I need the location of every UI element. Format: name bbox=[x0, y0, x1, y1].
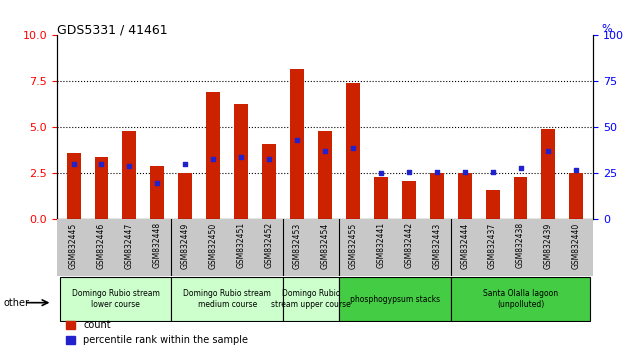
Point bbox=[236, 154, 246, 160]
Point bbox=[376, 171, 386, 176]
Text: Domingo Rubio
stream upper course: Domingo Rubio stream upper course bbox=[271, 290, 351, 309]
Bar bbox=[451, 277, 591, 321]
Bar bbox=[179, 173, 192, 219]
Bar bbox=[457, 173, 471, 219]
Bar bbox=[541, 129, 555, 219]
Bar bbox=[290, 69, 304, 219]
Bar bbox=[318, 131, 332, 219]
Text: GSM832454: GSM832454 bbox=[321, 222, 329, 269]
Point bbox=[97, 161, 107, 167]
Bar bbox=[374, 177, 388, 219]
Bar bbox=[122, 131, 136, 219]
Text: GSM832437: GSM832437 bbox=[488, 222, 497, 269]
Text: GSM832442: GSM832442 bbox=[404, 222, 413, 268]
Bar bbox=[514, 177, 528, 219]
Text: GSM832453: GSM832453 bbox=[293, 222, 302, 269]
Point bbox=[69, 161, 79, 167]
Point bbox=[180, 161, 191, 167]
Bar bbox=[262, 144, 276, 219]
Text: GSM832439: GSM832439 bbox=[544, 222, 553, 269]
Text: GSM832448: GSM832448 bbox=[153, 222, 162, 268]
Text: GSM832445: GSM832445 bbox=[69, 222, 78, 269]
Bar bbox=[283, 277, 339, 321]
Text: GSM832441: GSM832441 bbox=[376, 222, 386, 268]
Bar bbox=[430, 173, 444, 219]
Text: GSM832438: GSM832438 bbox=[516, 222, 525, 268]
Text: GSM832440: GSM832440 bbox=[572, 222, 581, 269]
Text: GSM832443: GSM832443 bbox=[432, 222, 441, 269]
Bar bbox=[66, 153, 81, 219]
Bar bbox=[402, 181, 416, 219]
Point bbox=[208, 156, 218, 161]
Bar bbox=[150, 166, 164, 219]
Text: GDS5331 / 41461: GDS5331 / 41461 bbox=[57, 23, 167, 36]
Point bbox=[348, 145, 358, 150]
Text: GSM832447: GSM832447 bbox=[125, 222, 134, 269]
Point bbox=[124, 163, 134, 169]
Text: GSM832444: GSM832444 bbox=[460, 222, 469, 269]
Bar bbox=[59, 277, 172, 321]
Point bbox=[432, 169, 442, 175]
Point bbox=[320, 149, 330, 154]
Text: GSM832446: GSM832446 bbox=[97, 222, 106, 269]
Bar bbox=[172, 277, 283, 321]
Point bbox=[404, 169, 414, 175]
Point bbox=[571, 167, 581, 173]
Bar bbox=[569, 173, 584, 219]
Bar bbox=[486, 190, 500, 219]
Text: GSM832449: GSM832449 bbox=[181, 222, 190, 269]
Text: GSM832452: GSM832452 bbox=[264, 222, 274, 268]
Text: Domingo Rubio stream
medium course: Domingo Rubio stream medium course bbox=[183, 290, 271, 309]
Point bbox=[488, 169, 498, 175]
Point bbox=[264, 156, 274, 161]
Point bbox=[459, 169, 469, 175]
Text: %: % bbox=[601, 24, 612, 34]
Point bbox=[292, 137, 302, 143]
Bar bbox=[206, 92, 220, 219]
Text: phosphogypsum stacks: phosphogypsum stacks bbox=[350, 295, 440, 304]
Text: GSM832455: GSM832455 bbox=[348, 222, 357, 269]
Text: other: other bbox=[3, 298, 29, 308]
Legend: count, percentile rank within the sample: count, percentile rank within the sample bbox=[62, 316, 252, 349]
Text: Domingo Rubio stream
lower course: Domingo Rubio stream lower course bbox=[71, 290, 160, 309]
Text: GSM832451: GSM832451 bbox=[237, 222, 245, 268]
Bar bbox=[346, 83, 360, 219]
Point bbox=[152, 180, 162, 185]
Text: GSM832450: GSM832450 bbox=[209, 222, 218, 269]
Bar bbox=[339, 277, 451, 321]
Bar bbox=[95, 157, 109, 219]
Point bbox=[516, 165, 526, 171]
Text: Santa Olalla lagoon
(unpolluted): Santa Olalla lagoon (unpolluted) bbox=[483, 290, 558, 309]
Bar bbox=[234, 103, 248, 219]
Point bbox=[543, 149, 553, 154]
